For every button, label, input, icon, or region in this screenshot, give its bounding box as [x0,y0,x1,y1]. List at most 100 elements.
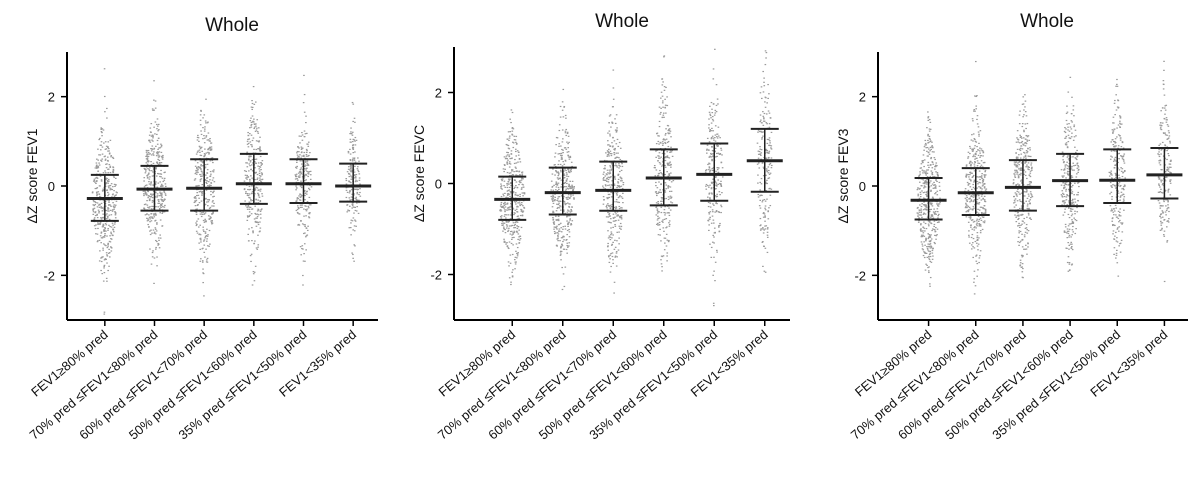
data-point [501,224,503,226]
data-point [605,216,608,218]
chart-title: Whole [595,11,649,32]
data-point [557,219,560,222]
data-point [514,192,517,194]
data-point [617,249,620,251]
data-point [655,202,658,204]
data-point [551,173,554,175]
data-point [553,222,555,225]
data-point [198,242,200,244]
data-point [1013,163,1016,165]
data-point [762,135,764,137]
data-point [551,199,554,201]
data-point [114,185,116,188]
data-point [976,118,978,121]
data-point [565,239,567,241]
data-point [666,104,669,107]
data-point [519,161,522,163]
data-point [567,245,569,247]
data-point [349,170,352,172]
data-point [605,206,608,208]
data-point [106,255,109,257]
data-point [715,202,717,204]
data-point [763,112,766,115]
data-point [766,149,769,152]
data-point [146,193,148,195]
data-point [558,188,560,190]
data-point [1023,173,1025,175]
data-point [105,209,108,212]
data-point [250,134,253,136]
data-point [966,181,969,184]
data-point [145,166,148,168]
data-point [568,184,571,186]
data-point [970,139,973,141]
data-point [350,222,352,224]
data-point [618,186,621,188]
data-point [617,145,620,148]
data-point [249,178,251,181]
data-point [973,227,975,229]
data-point [926,194,928,197]
data-point [199,213,202,215]
data-point [664,212,667,214]
data-point [211,222,214,224]
data-point [153,231,156,233]
data-point [108,218,111,221]
data-point [1018,123,1021,125]
data-point [618,201,621,204]
data-point [152,162,155,164]
data-point [760,119,762,121]
data-point [707,219,709,222]
data-point [984,189,987,191]
data-point [143,167,146,170]
data-point [757,150,760,152]
data-point [568,231,571,233]
data-point [97,191,100,193]
y-tick-label: -2 [430,268,442,283]
data-point [704,171,707,173]
data-point [559,116,562,118]
data-point [1019,149,1022,152]
data-point [929,247,932,249]
data-point [510,192,512,194]
data-point [303,190,306,192]
data-point [933,175,936,178]
data-point [983,187,986,189]
data-point [936,173,939,175]
data-point [711,112,714,114]
data-point [353,230,356,232]
data-point [101,158,104,160]
data-point [1014,171,1017,173]
data-point [349,226,352,229]
data-point [930,189,932,191]
data-point [113,176,115,178]
data-point [522,178,524,180]
data-point [512,232,514,234]
data-point [557,235,559,237]
data-point [197,137,200,139]
data-point [982,197,985,200]
data-point [767,83,769,86]
data-point [918,174,921,177]
data-point [353,174,356,177]
data-point [301,165,304,167]
data-point [211,205,213,207]
data-point [163,199,165,201]
data-point [770,188,773,190]
data-point [928,137,931,140]
data-point [668,225,671,227]
data-point [607,216,610,218]
data-point [1021,148,1024,150]
data-point [100,202,103,205]
data-point [518,158,521,160]
data-point [1070,120,1073,122]
data-point [349,175,352,177]
data-point [720,180,722,182]
data-point [114,194,117,197]
data-point [159,192,162,195]
data-point [969,197,971,199]
data-point [507,247,510,249]
data-point [562,160,565,163]
data-point [982,207,984,210]
data-point [563,248,566,250]
